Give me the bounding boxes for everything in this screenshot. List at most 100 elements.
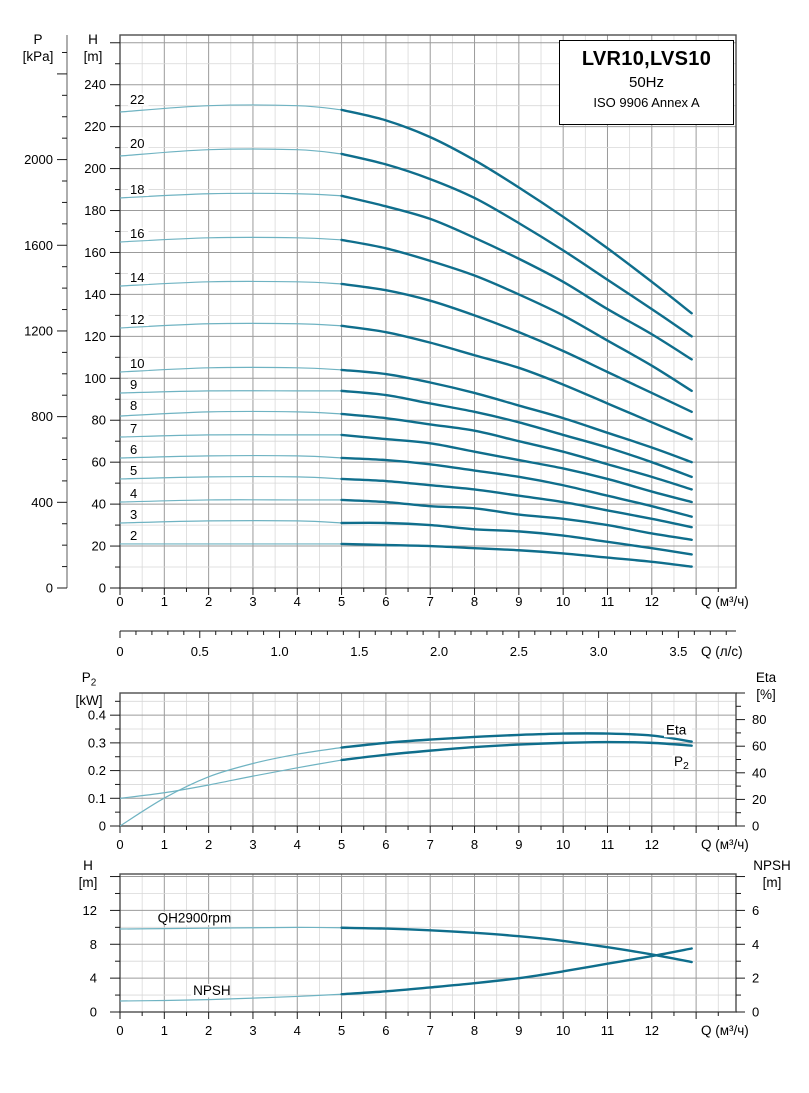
qh-main-chart: 0 1 2 3 4 5 6 7 8 9 10 11 12 Q (м³/ч)0204060801001201… bbox=[24, 34, 749, 659]
curve-label-bg bbox=[127, 183, 149, 197]
frequency-label: 50Hz bbox=[628, 74, 665, 91]
tick-label: 240 bbox=[84, 77, 106, 92]
tick-label: 2 bbox=[752, 971, 759, 986]
curve-8 bbox=[340, 412, 693, 491]
tick-label: 11 bbox=[601, 837, 615, 852]
p-axis bbox=[57, 35, 68, 589]
curve-5-low-flow bbox=[119, 475, 342, 480]
curve-5 bbox=[340, 477, 693, 529]
eta-axis-header: Eta [%] bbox=[737, 669, 795, 703]
tick-label: 11 bbox=[601, 594, 615, 609]
power-efficiency-chart: 0 1 2 3 4 5 6 7 8 9 10 11 12 Q (м³/ч)00.10.20.30.4020… bbox=[88, 692, 766, 852]
npsh-axis-unit: [m] bbox=[762, 875, 782, 890]
tick-label: 2 bbox=[205, 837, 212, 852]
curve-10 bbox=[340, 368, 693, 464]
power-axis-unit: [kW] bbox=[75, 692, 103, 708]
tick-label: 60 bbox=[92, 455, 106, 470]
tick-label: 0 bbox=[46, 581, 53, 596]
tick-label: 8 bbox=[471, 837, 478, 852]
tick-label: 4 bbox=[752, 937, 759, 952]
curve-P2 bbox=[340, 740, 693, 762]
tick-label: 3 bbox=[249, 594, 256, 609]
x-axis-ticks bbox=[119, 1012, 719, 1019]
tick-label: 0 bbox=[116, 594, 123, 609]
curve-22 bbox=[340, 108, 693, 315]
head-axis-unit: [m] bbox=[83, 49, 103, 64]
tick-label: 140 bbox=[84, 287, 106, 302]
tick-label: 1600 bbox=[24, 238, 53, 253]
curve-label-bg bbox=[127, 487, 142, 501]
tick-label: 2.0 bbox=[430, 644, 448, 659]
eta-axis-name: Eta bbox=[755, 670, 777, 685]
y-left-ticks bbox=[110, 700, 120, 827]
curve-label-bg bbox=[127, 399, 142, 413]
curve-P2-low-flow bbox=[119, 759, 342, 799]
tick-label: 5 bbox=[338, 837, 345, 852]
tick-label: 0 bbox=[99, 819, 106, 834]
tick-label: 4 bbox=[294, 1023, 301, 1038]
curve-label-16: 16 bbox=[130, 226, 144, 241]
curve-18 bbox=[340, 194, 693, 361]
tick-label: 180 bbox=[84, 203, 106, 218]
tick-label: 80 bbox=[92, 413, 106, 428]
curve-QH2900rpm bbox=[340, 926, 693, 964]
curve-7 bbox=[340, 433, 693, 504]
curve-Eta-low-flow bbox=[119, 746, 342, 827]
qh-head-axis-header: H [m] bbox=[62, 857, 114, 891]
curve-label-14: 14 bbox=[130, 270, 144, 285]
x2-axis bbox=[119, 630, 736, 638]
tick-label: 2 bbox=[205, 594, 212, 609]
curve-NPSH bbox=[340, 947, 693, 996]
curve-Eta bbox=[340, 732, 693, 749]
curve-label-bg bbox=[127, 137, 149, 150]
curve-QH2900rpm-low-flow bbox=[119, 926, 342, 930]
tick-label: 9 bbox=[515, 837, 522, 852]
annotation-bg bbox=[663, 723, 692, 738]
tick-label: 9 bbox=[515, 1023, 522, 1038]
curve-label-12: 12 bbox=[130, 312, 144, 327]
curve-16 bbox=[340, 238, 693, 393]
x-axis-ticks bbox=[119, 588, 719, 595]
tick-label: 40 bbox=[92, 497, 106, 512]
tick-label: 7 bbox=[427, 837, 434, 852]
curve-label-bg bbox=[127, 378, 142, 392]
tick-label: 10 bbox=[556, 594, 570, 609]
tick-label: 1200 bbox=[24, 323, 53, 338]
annotation-bg bbox=[191, 983, 227, 998]
head-axis-header: H [m] bbox=[70, 31, 116, 65]
curve-16-low-flow bbox=[119, 236, 342, 243]
curve-label-bg bbox=[127, 422, 142, 436]
curve-label-bg bbox=[127, 529, 142, 543]
curve-22-low-flow bbox=[119, 104, 342, 113]
curve-6 bbox=[340, 456, 693, 518]
tick-label: 4 bbox=[294, 837, 301, 852]
power-axis-sub: 2 bbox=[90, 677, 97, 689]
curve-label-bg bbox=[127, 357, 149, 371]
curve-label-6: 6 bbox=[130, 442, 137, 457]
tick-label: 0 bbox=[116, 644, 123, 659]
curve-9-low-flow bbox=[119, 390, 342, 394]
curve-label-8: 8 bbox=[130, 398, 137, 413]
tick-label: 1.0 bbox=[271, 644, 289, 659]
tick-label: 5 bbox=[338, 594, 345, 609]
y-left-ticks bbox=[110, 42, 120, 589]
tick-label: 2 bbox=[205, 1023, 212, 1038]
y-right-ticks bbox=[736, 876, 745, 1013]
curve-label-7: 7 bbox=[130, 421, 137, 436]
curve-NPSH-low-flow bbox=[119, 993, 342, 1002]
curve-9 bbox=[340, 389, 693, 479]
tick-label: 7 bbox=[427, 594, 434, 609]
tick-label: 3.0 bbox=[590, 644, 608, 659]
x2-axis-unit-label: Q (л/с) bbox=[701, 644, 743, 659]
tick-label: 1 bbox=[161, 837, 168, 852]
tick-label: 0 bbox=[752, 1005, 759, 1020]
tick-label: 80 bbox=[752, 712, 766, 727]
plot-border bbox=[119, 34, 737, 589]
tick-label: 8 bbox=[471, 1023, 478, 1038]
tick-label: 1.5 bbox=[350, 644, 368, 659]
x-axis-unit-label: Q (м³/ч) bbox=[701, 594, 749, 609]
tick-label: 12 bbox=[645, 1023, 659, 1038]
tick-label: 12 bbox=[83, 903, 97, 918]
tick-label: 0 bbox=[752, 819, 759, 834]
